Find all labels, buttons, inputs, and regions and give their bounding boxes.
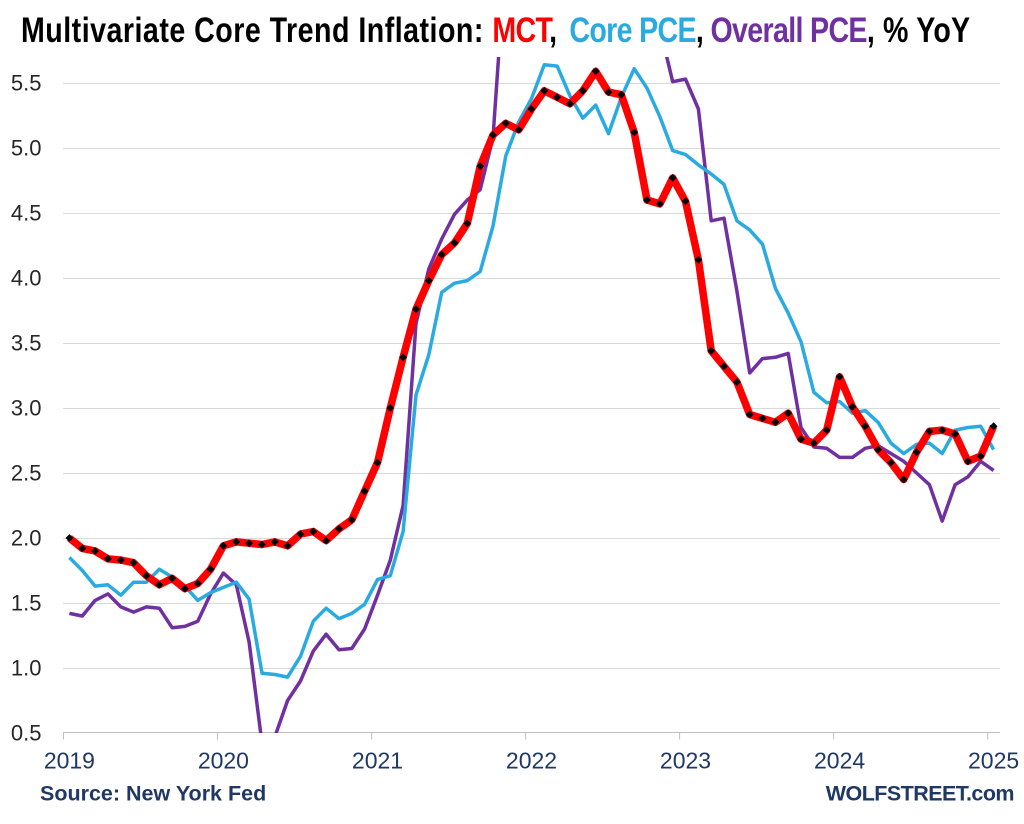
svg-text:2020: 2020 [198, 748, 249, 774]
svg-text:1.0: 1.0 [11, 656, 42, 681]
svg-text:2022: 2022 [506, 748, 557, 774]
svg-text:2024: 2024 [814, 748, 865, 774]
svg-text:4.0: 4.0 [11, 266, 42, 291]
svg-text:2025: 2025 [968, 748, 1019, 774]
svg-text:5.0: 5.0 [11, 136, 42, 161]
svg-text:4.5: 4.5 [11, 201, 42, 226]
svg-text:2021: 2021 [352, 748, 403, 774]
svg-text:2023: 2023 [660, 748, 711, 774]
svg-text:3.0: 3.0 [11, 396, 42, 421]
svg-text:2019: 2019 [44, 748, 95, 774]
svg-text:2.0: 2.0 [11, 526, 42, 551]
svg-text:5.5: 5.5 [11, 71, 42, 96]
svg-text:Source: New York Fed: Source: New York Fed [40, 782, 266, 806]
svg-text:1.5: 1.5 [11, 591, 42, 616]
svg-text:0.5: 0.5 [11, 721, 42, 746]
svg-text:WOLFSTREET.com: WOLFSTREET.com [826, 782, 1014, 806]
svg-text:2.5: 2.5 [11, 461, 42, 486]
svg-text:3.5: 3.5 [11, 331, 42, 356]
